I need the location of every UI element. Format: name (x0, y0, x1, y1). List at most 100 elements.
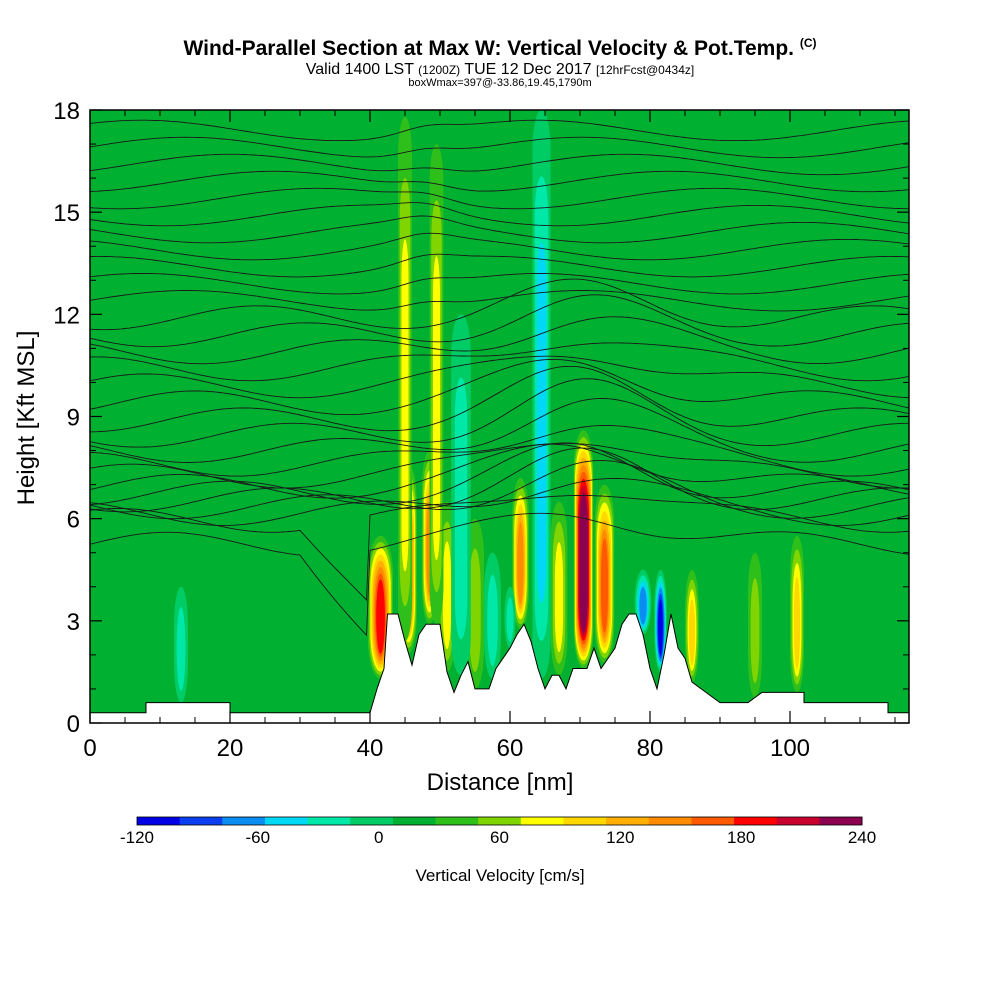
velocity-band (442, 541, 452, 650)
velocity-band (537, 242, 547, 603)
x-tick-label: 100 (770, 735, 810, 762)
colorbar-swatch (350, 817, 394, 825)
velocity-core (654, 569, 667, 672)
velocity-band (688, 599, 695, 666)
colorbar-swatch (648, 817, 692, 825)
x-tick-label: 60 (497, 735, 524, 762)
valid-zulu: (1200Z) (418, 63, 461, 77)
colorbar-swatch (819, 817, 863, 825)
x-axis-label: Distance [nm] (427, 769, 574, 796)
theta-contour (90, 215, 909, 244)
y-tick-label: 18 (53, 98, 80, 125)
colorbar-tick-label: 60 (490, 828, 509, 847)
colorbar-tick-label: -60 (246, 828, 271, 847)
velocity-core (484, 552, 501, 679)
valid-date: TUE 12 Dec 2017 (464, 61, 592, 78)
colorbar-swatch (179, 817, 223, 825)
colorbar-swatch (606, 817, 650, 825)
velocity-core (465, 518, 485, 689)
velocity-band (506, 597, 514, 642)
theta-contour (90, 442, 909, 506)
theta-contour (90, 478, 909, 526)
velocity-core (504, 586, 516, 649)
velocity-core (367, 535, 394, 679)
velocity-band (601, 538, 608, 633)
velocity-band (554, 542, 564, 653)
colorbar-swatch (478, 817, 522, 825)
theta-contour (90, 202, 909, 227)
colorbar-tick-label: -120 (120, 828, 154, 847)
colorbar-tick-label: 240 (848, 828, 876, 847)
velocity-band (487, 574, 498, 667)
velocity-core (594, 484, 615, 664)
colorbar-swatch (137, 817, 181, 825)
x-tick-label: 80 (637, 735, 664, 762)
colorbar-swatch (307, 817, 351, 825)
box-info: boxWmax=397@-33.86,19.45,1790m (408, 77, 592, 89)
colorbar-label: Vertical Velocity [cm/s] (415, 866, 584, 885)
terrain-profile (90, 613, 909, 723)
theta-contour (90, 232, 909, 261)
theta-contour (90, 358, 909, 416)
y-tick-label: 0 (67, 711, 80, 738)
velocity-band (793, 576, 800, 669)
colorbar-swatch (392, 817, 436, 825)
theta-contour (90, 316, 909, 365)
theta-contour (90, 378, 909, 448)
chart-subtitle: Valid 1400 LST (1200Z) TUE 12 Dec 2017 [… (0, 61, 1000, 79)
colorbar-swatch (520, 817, 564, 825)
velocity-core (748, 552, 762, 698)
axes: 0 20 40 60 80 100 0 3 6 9 12 15 18 (53, 98, 909, 762)
theta-contours (90, 119, 909, 637)
velocity-band (469, 548, 481, 672)
velocity-band (376, 579, 385, 654)
colorbar-swatch (222, 817, 266, 825)
y-tick-label: 12 (53, 302, 80, 329)
chart-title: Wind-Parallel Section at Max W: Vertical… (0, 36, 1000, 61)
velocity-band (433, 256, 440, 561)
chart-title-main: Wind-Parallel Section at Max W: Vertical… (183, 37, 794, 60)
velocity-field (90, 110, 909, 723)
velocity-core (634, 569, 652, 635)
theta-contour (90, 398, 909, 463)
theta-contour (90, 342, 909, 382)
forecast-info: [12hrFcst@0434z] (595, 63, 695, 77)
colorbar-swatch (776, 817, 820, 825)
colorbar-tick-label: 120 (606, 828, 634, 847)
colorbar-frame (136, 816, 863, 826)
colorbar-tick-label: 0 (374, 828, 383, 847)
velocity-core (790, 535, 804, 693)
velocity-core (685, 569, 699, 683)
velocity-band (517, 522, 524, 605)
colorbar: -120 -60 0 60 120 180 240 (120, 816, 876, 847)
theta-contour (90, 273, 909, 295)
theta-contour (90, 365, 909, 433)
velocity-band (580, 506, 587, 625)
theta-contour (90, 443, 909, 499)
chart-title-suffix: (C) (799, 36, 817, 50)
theta-contour (90, 136, 909, 159)
theta-contour (90, 355, 909, 399)
y-tick-label: 15 (53, 200, 80, 227)
y-axis-label: Height [Kft MSL] (13, 331, 40, 506)
theta-contour (90, 425, 909, 477)
y-tick-label: 3 (67, 609, 80, 636)
theta-contour (90, 460, 909, 520)
terrain (90, 613, 909, 723)
theta-contour (90, 447, 909, 513)
colorbar-swatch (264, 817, 308, 825)
theta-contour (90, 512, 909, 637)
x-tick-label: 0 (83, 735, 96, 762)
velocity-band (750, 578, 760, 683)
y-tick-label: 9 (67, 405, 80, 432)
colorbar-swatch (435, 817, 479, 825)
x-tick-label: 20 (217, 735, 244, 762)
x-tick-label: 40 (357, 735, 384, 762)
colorbar-tick-label: 180 (727, 828, 755, 847)
valid-time: Valid 1400 LST (305, 61, 414, 78)
velocity-core (550, 501, 568, 676)
theta-contour (90, 187, 909, 210)
velocity-core (573, 430, 594, 669)
velocity-band (401, 239, 409, 572)
theta-contour (90, 495, 909, 602)
